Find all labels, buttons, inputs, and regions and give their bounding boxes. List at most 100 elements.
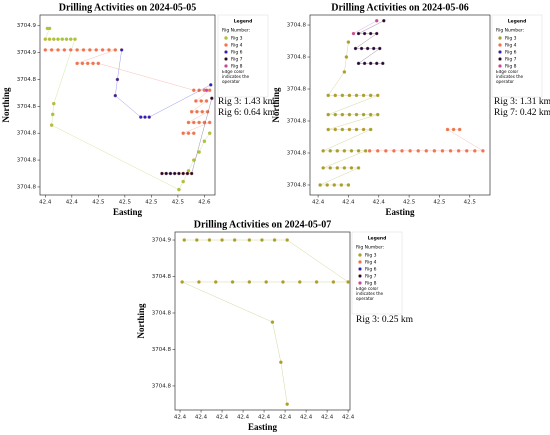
- drill-point: [362, 31, 367, 36]
- drill-point: [347, 93, 352, 98]
- drill-point: [333, 112, 338, 117]
- drill-point: [368, 112, 373, 117]
- drill-point: [333, 93, 338, 98]
- drill-point: [473, 149, 477, 153]
- drill-point: [368, 61, 373, 66]
- drill-point: [189, 171, 194, 176]
- legend-marker: [498, 57, 502, 61]
- drill-point: [209, 83, 213, 87]
- drill-point: [81, 48, 86, 52]
- y-axis-label: Northing: [136, 303, 146, 339]
- drill-point: [195, 109, 199, 114]
- legend-label: Rig 4: [231, 43, 243, 49]
- drill-point: [230, 280, 235, 284]
- x-tick-label: 42.4: [321, 415, 334, 421]
- x-tick-label: 42.4: [373, 200, 386, 206]
- drill-point: [192, 120, 196, 125]
- drill-point: [340, 112, 345, 117]
- legend-label: Rig 4: [365, 260, 377, 266]
- drill-point: [207, 131, 212, 135]
- drill-point: [353, 46, 358, 51]
- legend-marker: [358, 267, 362, 271]
- drill-point: [328, 166, 332, 170]
- drill-point: [185, 171, 190, 176]
- drill-point: [279, 360, 283, 364]
- drill-point: [464, 149, 469, 153]
- plot-area: [174, 231, 351, 411]
- plot-area: [309, 14, 491, 196]
- y-tick-label: 3704.8: [287, 118, 307, 124]
- drill-point: [354, 127, 359, 132]
- x-tick-label: 42.4: [279, 415, 292, 421]
- drill-point: [94, 48, 98, 52]
- drill-point: [346, 280, 350, 284]
- x-tick-label: 42.4: [195, 415, 208, 421]
- legend-marker: [358, 260, 362, 264]
- drill-point: [325, 183, 329, 187]
- annotation: Rig 3: 1.43 km: [218, 97, 276, 107]
- x-axis-label: Easting: [385, 207, 415, 217]
- drill-point: [440, 149, 445, 153]
- legend-label: Rig 6: [231, 50, 243, 56]
- drill-point: [60, 37, 65, 41]
- drill-point: [356, 31, 361, 36]
- drill-point: [378, 46, 382, 51]
- drill-point: [207, 88, 212, 92]
- drill-point: [448, 149, 453, 153]
- legend-label: Rig 3: [365, 253, 377, 259]
- drill-point: [374, 61, 379, 66]
- x-tick-label: 42.5: [433, 200, 446, 206]
- drill-point: [64, 37, 69, 41]
- drill-point: [376, 149, 380, 153]
- drill-point: [340, 93, 345, 98]
- legend-label: Rig 6: [365, 267, 377, 273]
- drill-point: [354, 93, 359, 98]
- legend-marker: [498, 43, 502, 47]
- drill-point: [356, 61, 361, 66]
- legend-title: Legend: [234, 19, 253, 25]
- legend-marker: [224, 50, 228, 54]
- drill-point: [326, 93, 330, 98]
- drill-point: [356, 149, 361, 153]
- legend-note: Edge color indicates the operator: [356, 287, 384, 301]
- drill-point: [349, 166, 354, 170]
- drill-point: [91, 61, 95, 66]
- y-tick-label: 3704.8: [287, 55, 307, 61]
- drill-point: [285, 402, 289, 406]
- drill-point: [347, 112, 352, 117]
- drill-point: [194, 99, 198, 103]
- legend-marker: [224, 36, 228, 40]
- drill-point: [285, 238, 289, 242]
- legend-marker: [498, 50, 502, 54]
- y-axis-label: Northing: [271, 87, 281, 123]
- drill-point: [368, 93, 373, 98]
- legend-label: Rig 8: [365, 281, 377, 287]
- drill-point: [339, 183, 344, 187]
- legend-subtitle: Rig Number:: [496, 28, 524, 34]
- drill-point: [115, 77, 120, 82]
- drill-point: [197, 280, 201, 284]
- drill-point: [376, 112, 380, 117]
- drill-point: [340, 127, 345, 132]
- drill-point: [147, 115, 151, 119]
- drill-point: [50, 112, 55, 117]
- route-line: [353, 20, 377, 34]
- legend-label: Rig 4: [505, 43, 517, 49]
- y-tick-label: 3704.8: [17, 131, 37, 137]
- x-tick-label: 42.5: [403, 200, 416, 206]
- drill-point: [247, 280, 252, 284]
- drill-point: [342, 166, 347, 170]
- drill-point: [113, 93, 118, 98]
- x-tick-label: 42.5: [119, 200, 132, 206]
- drill-point: [197, 88, 201, 92]
- drill-point: [368, 31, 373, 36]
- drill-point: [400, 149, 404, 153]
- drill-point: [80, 61, 85, 66]
- drill-point: [186, 131, 191, 135]
- x-tick-label: 42.5: [92, 200, 105, 206]
- legend-label: Rig 7: [231, 57, 243, 63]
- drill-point: [49, 123, 54, 127]
- x-tick-label: 42.5: [464, 200, 477, 206]
- x-tick-label: 42.6: [198, 200, 211, 206]
- drill-point: [356, 166, 361, 170]
